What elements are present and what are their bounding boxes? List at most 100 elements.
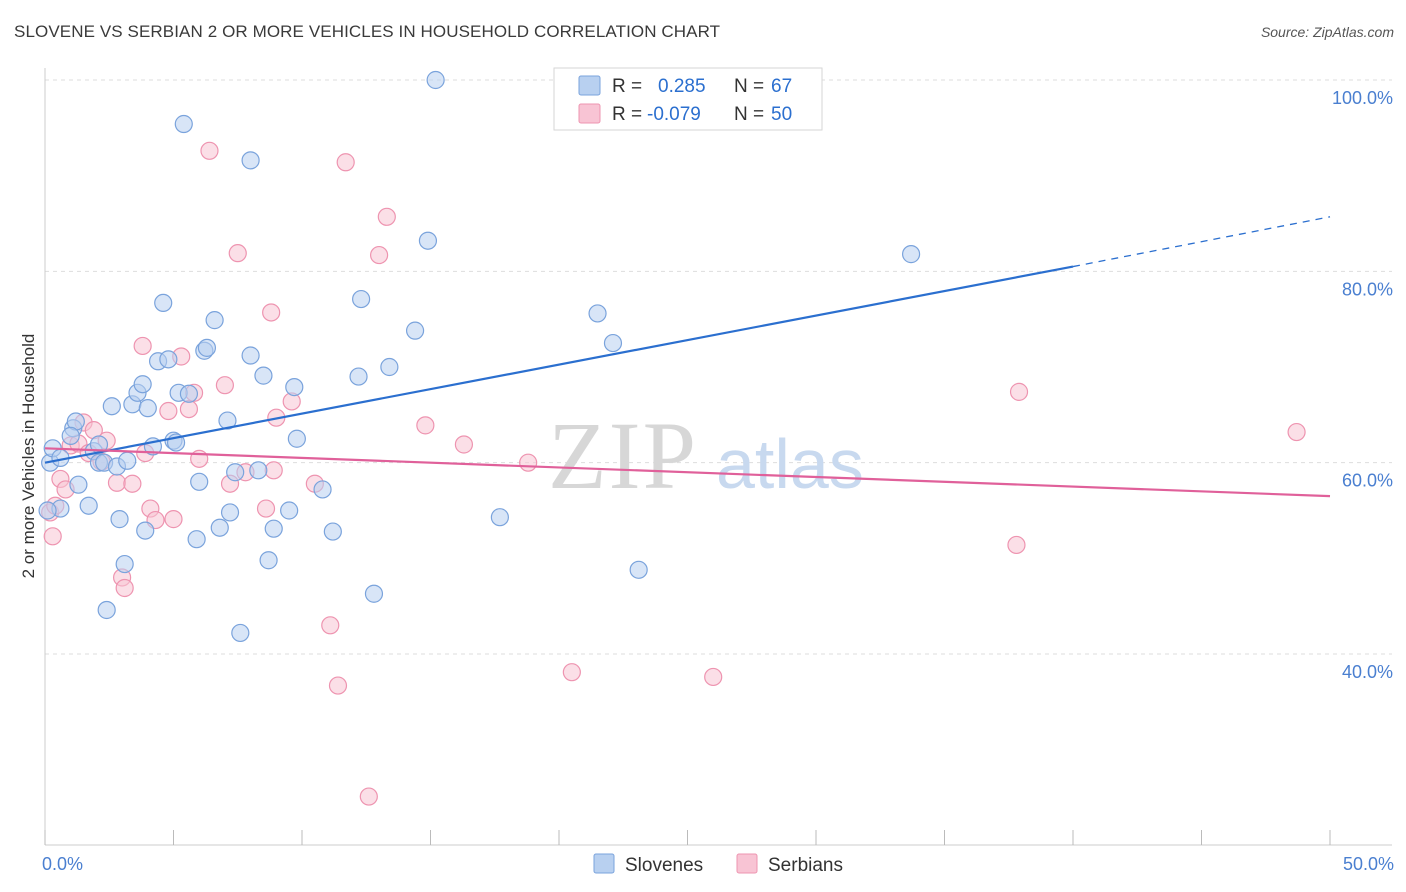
slovenes-point-42	[241, 151, 260, 170]
slovenes-point-44	[249, 461, 268, 480]
serbians-point-16	[133, 336, 152, 356]
trend-lines	[44, 216, 1331, 498]
watermark-zip: ZIP	[548, 402, 698, 509]
legend-r-value-1: 0.285	[658, 76, 706, 97]
chart-title: SLOVENE VS SERBIAN 2 OR MORE VEHICLES IN…	[14, 22, 721, 41]
source-credit: Source: ZipAtlas.com	[1260, 24, 1394, 40]
serbians-point-47	[704, 667, 723, 687]
slovenes-point-13	[102, 397, 121, 416]
slovenes-trend-extension	[1072, 216, 1331, 268]
slovenes-point-35	[197, 338, 217, 357]
serbians-point-31	[256, 499, 276, 518]
slovenes-point-52	[323, 522, 342, 541]
serbians-point-37	[321, 616, 340, 635]
slovenes-point-61	[588, 304, 607, 323]
slovenes-point-39	[220, 503, 240, 522]
slovenes-point-66	[61, 426, 80, 445]
serbians-point-32	[262, 303, 281, 322]
slovenes-point-53	[349, 367, 368, 386]
slovenes-point-25	[154, 293, 173, 313]
bottom-legend-swatch-serbians	[736, 853, 758, 874]
watermark: ZIP atlas	[548, 402, 864, 509]
serbians-point-15	[123, 474, 142, 493]
slovenes-point-49	[285, 377, 304, 397]
slovenes-point-46	[259, 551, 278, 570]
slovenes-point-22	[138, 399, 157, 418]
serbians-point-23	[179, 399, 199, 419]
slovenes-point-40	[226, 463, 245, 482]
tick-labels: 100.0% 80.0% 60.0% 40.0% 0.0% 50.0%	[42, 88, 1394, 874]
slovenes-point-12	[97, 600, 116, 620]
slovenes-point-59	[426, 70, 445, 90]
legend-box: R = 0.285 N = 67 R = -0.079 N = 50	[553, 67, 823, 131]
slovenes-point-47	[264, 519, 283, 538]
y-tick-label-3: 40.0%	[1342, 662, 1393, 682]
slovenes-point-30	[174, 114, 193, 134]
legend-swatch-slovenes	[578, 75, 601, 96]
slovenes-trend-line	[44, 265, 1074, 464]
bottom-legend-swatch-slovenes	[593, 853, 615, 874]
slovenes-point-45	[254, 366, 273, 385]
serbians-point-46	[562, 663, 581, 682]
slovenes-point-57	[405, 321, 425, 340]
x-tick-label-0: 0.0%	[42, 854, 83, 874]
slovenes-point-41	[231, 623, 250, 643]
slovenes-point-43	[241, 346, 260, 365]
slovenes-point-55	[364, 584, 384, 603]
slovenes-point-38	[218, 411, 237, 430]
slovenes-point-21	[136, 521, 155, 540]
slovenes-point-32	[187, 530, 206, 549]
serbians-point-29	[228, 244, 247, 263]
y-tick-label-1: 80.0%	[1342, 279, 1393, 299]
legend-r-label-1: R =	[612, 76, 642, 97]
slovenes-point-64	[901, 245, 921, 264]
serbians-point-26	[200, 141, 219, 160]
slovenes-point-20	[133, 375, 152, 394]
legend-swatch-serbians	[578, 103, 601, 124]
slovenes-point-17	[118, 451, 137, 470]
legend-n-label-2: N =	[734, 104, 764, 125]
slovenes-point-65	[38, 501, 57, 520]
serbians-point-42	[377, 207, 396, 226]
legend-n-label-1: N =	[734, 76, 764, 97]
slovenes-point-7	[79, 496, 98, 515]
slovenes-point-36	[205, 311, 224, 330]
serbians-point-33	[264, 461, 283, 480]
slovenes-point-6	[69, 475, 88, 494]
slovenes-point-37	[210, 518, 229, 537]
slovenes-point-16	[115, 554, 134, 574]
serbians-point-45	[519, 453, 538, 472]
slovenes-point-48	[280, 501, 299, 520]
legend-r-value-2: -0.079	[647, 104, 701, 125]
serbians-point-1	[43, 527, 62, 546]
serbians-point-21	[164, 510, 183, 529]
serbians-point-14	[115, 578, 134, 598]
serbians-point-49	[1009, 382, 1029, 401]
slovenes-point-50	[287, 429, 306, 448]
bottom-legend-label-serbians: Serbians	[768, 855, 843, 876]
slovenes-point-62	[603, 333, 623, 353]
y-tick-label-0: 100.0%	[1332, 88, 1393, 108]
serbians-trend-line	[44, 447, 1331, 498]
slovenes-points	[38, 70, 921, 643]
serbians-point-27	[215, 376, 234, 395]
serbians-point-43	[416, 416, 435, 435]
serbians-point-39	[336, 153, 355, 172]
y-tick-label-2: 60.0%	[1342, 471, 1393, 491]
serbians-point-44	[454, 435, 474, 454]
slovenes-point-33	[190, 472, 209, 491]
serbians-point-20	[159, 401, 178, 421]
slovenes-point-60	[490, 508, 509, 527]
serbians-point-50	[1287, 422, 1306, 442]
slovenes-point-51	[313, 480, 332, 499]
slovenes-point-54	[352, 289, 371, 309]
x-tick-label-1: 50.0%	[1343, 854, 1394, 874]
legend-r-label-2: R =	[612, 104, 642, 125]
slovenes-point-31	[179, 384, 199, 403]
slovenes-point-26	[159, 350, 178, 369]
y-axis-title: 2 or more Vehicles in Household	[19, 334, 38, 579]
slovenes-point-58	[418, 231, 438, 250]
serbians-point-40	[359, 787, 378, 806]
legend-n-value-2: 50	[771, 104, 792, 125]
